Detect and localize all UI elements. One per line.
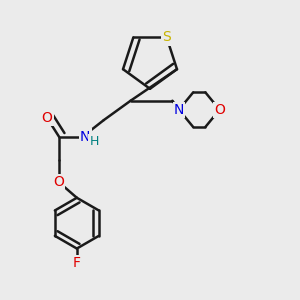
Text: N: N [80,130,90,144]
Text: H: H [89,135,99,148]
Text: O: O [53,175,64,189]
Text: O: O [41,111,52,125]
Text: O: O [214,103,225,117]
Text: F: F [73,256,81,270]
Text: N: N [174,103,184,117]
Text: S: S [162,31,171,44]
